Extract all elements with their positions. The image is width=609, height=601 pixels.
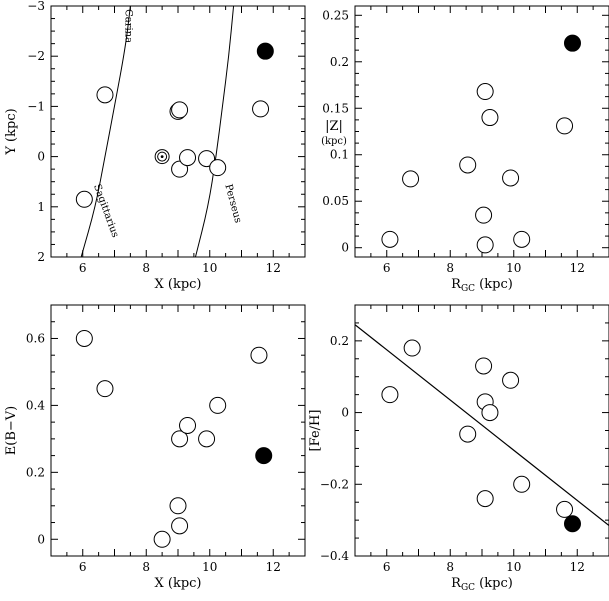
x-axis-label: RGC (kpc) (451, 277, 513, 294)
y-tick-label: 0.2 (330, 55, 349, 69)
y-tick-label: 0 (341, 241, 349, 255)
data-point-open (459, 156, 477, 174)
data-point-open (171, 101, 189, 119)
x-tick-label: 6 (383, 261, 391, 275)
x-tick-label: 6 (79, 261, 87, 275)
data-point-open (96, 380, 114, 398)
data-point-open (153, 530, 171, 548)
y-tick-label: −0.4 (320, 549, 350, 563)
data-point-open (381, 386, 399, 404)
data-point-open (459, 425, 477, 443)
data-point-open (169, 497, 187, 515)
x-tick-label: 8 (446, 261, 454, 275)
x-axis-label: X (kpc) (154, 277, 201, 292)
y-axis-label-unit: (kpc) (321, 136, 347, 147)
x-tick-label: 8 (446, 560, 454, 574)
data-point-filled (563, 515, 581, 533)
data-point-open (179, 416, 197, 434)
panel-metallicity-vs-rgc: 6 8 10 12 −0.4 −0.2 0 0.2 RGC (kpc) [Fe/H] (308, 304, 609, 593)
y-axis-label: Y (kpc) (4, 108, 19, 155)
data-point-open (476, 236, 494, 254)
data-point-open (476, 490, 494, 508)
y-tick-label: −0.2 (320, 477, 349, 491)
y-axis-label: E(B−V) (4, 406, 19, 455)
y-axis-label: |Z| (325, 119, 343, 134)
data-point-open (75, 329, 93, 347)
y-tick-label: 0.2 (330, 334, 349, 348)
y-tick-label: 0.1 (330, 148, 349, 162)
y-tick-label: 2 (37, 250, 45, 264)
y-tick-label: 1 (37, 200, 45, 214)
sun-symbol-dot (160, 155, 164, 159)
x-tick-label: 12 (570, 261, 585, 275)
data-point-open (513, 475, 531, 493)
y-tick-label: −3 (27, 0, 45, 13)
spiral-arm-carina (80, 6, 131, 257)
data-point-open (171, 430, 189, 448)
y-tick-label: −2 (27, 49, 45, 63)
data-point-open (252, 100, 270, 118)
fit-line (355, 324, 609, 526)
x-tick-label: 10 (202, 560, 217, 574)
data-point-open (475, 357, 493, 375)
x-tick-label: 10 (202, 261, 217, 275)
y-axis-label: [Fe/H] (308, 410, 323, 452)
spiral-arm-perseus (194, 6, 235, 257)
x-tick-label: 10 (506, 560, 521, 574)
data-point-open (556, 117, 574, 135)
arm-label-carina: Carina (123, 9, 134, 43)
data-point-open (502, 169, 520, 187)
data-point-filled (256, 42, 274, 60)
y-tick-label: −1 (27, 99, 45, 113)
data-point-open (96, 86, 114, 104)
data-point-open (381, 230, 399, 248)
y-tick-label: 0.4 (26, 398, 45, 412)
data-point-open (198, 150, 216, 168)
data-point-open (171, 160, 189, 178)
y-tick-label: 0.05 (322, 194, 349, 208)
data-point-open (402, 170, 420, 188)
data-point-open (481, 109, 499, 127)
x-axis-label: RGC (kpc) (451, 576, 513, 593)
data-point-open (403, 339, 421, 357)
data-point-open (250, 346, 268, 364)
arm-label-perseus: Perseus (222, 183, 243, 224)
x-tick-label: 6 (79, 560, 87, 574)
y-tick-label: 0 (37, 150, 45, 164)
x-tick-label: 8 (142, 261, 150, 275)
x-tick-label: 12 (266, 560, 281, 574)
data-point-filled (255, 447, 273, 465)
y-tick-label: 0 (341, 406, 349, 420)
data-point-open (179, 149, 197, 167)
data-point-open (513, 230, 531, 248)
data-point-open (75, 190, 93, 208)
data-point-open (481, 404, 499, 422)
y-tick-label: 0.15 (322, 101, 349, 115)
panel-z-vs-rgc: 6 8 10 12 0 0.05 0.1 0.15 0.2 0.25 RGC (kpc) |Z| (kp… (321, 5, 609, 294)
y-tick-label: 0.6 (26, 331, 45, 345)
arm-label-sagittarius: Sagittarius (91, 183, 120, 239)
data-point-open (209, 159, 227, 177)
sun-symbol-ring (157, 151, 168, 162)
x-axis-label: X (kpc) (154, 576, 201, 591)
data-point-open (198, 430, 216, 448)
x-tick-label: 8 (142, 560, 150, 574)
data-point-open (502, 371, 520, 389)
data-point-filled (563, 34, 581, 52)
panel-reddening-vs-x: 6 8 10 12 0 0.2 0.4 0.6 X (kpc) E(B−V) (4, 304, 306, 591)
x-tick-label: 12 (266, 261, 281, 275)
y-tick-label: 0.2 (26, 465, 45, 479)
data-point-open (475, 206, 493, 224)
x-tick-label: 10 (506, 261, 521, 275)
data-point-open (476, 83, 494, 101)
data-point-open (556, 500, 574, 518)
y-tick-label: 0 (37, 532, 45, 546)
x-tick-label: 6 (383, 560, 391, 574)
y-tick-label: 0.25 (322, 8, 349, 22)
data-point-open (209, 396, 227, 414)
x-tick-label: 12 (570, 560, 585, 574)
data-point-open (171, 517, 189, 535)
